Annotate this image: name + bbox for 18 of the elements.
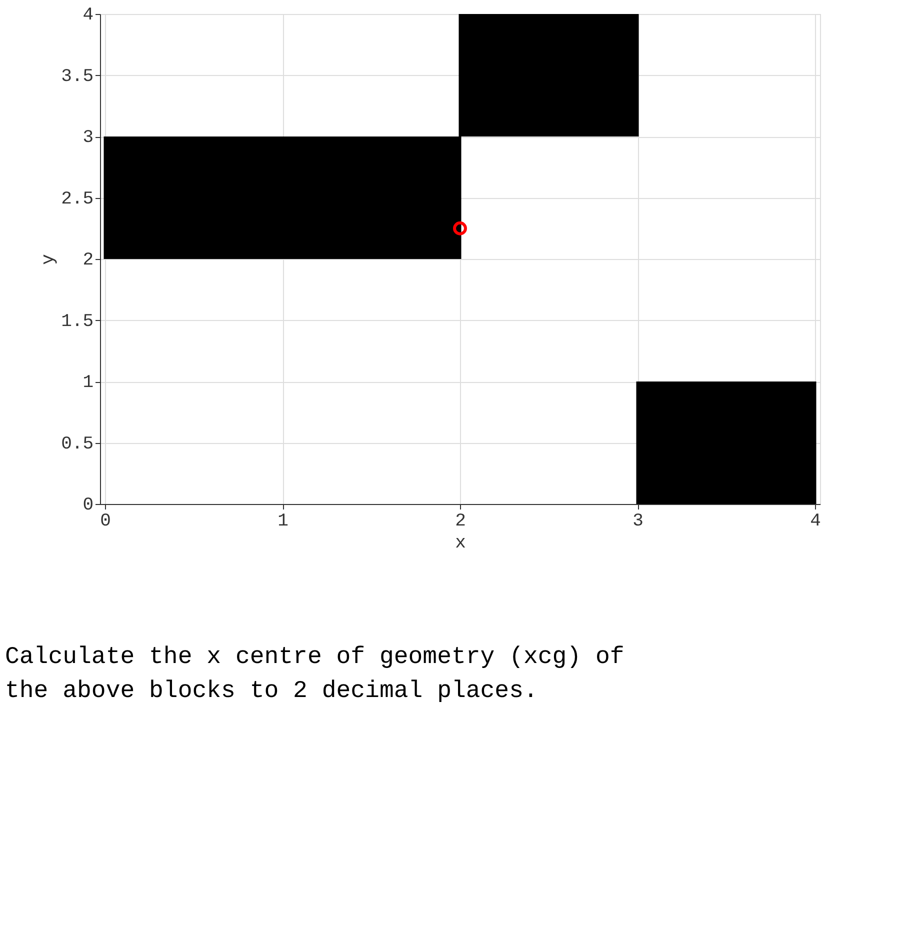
y-tick-label: 0 (82, 496, 94, 516)
y-tick-label: 2 (82, 250, 94, 270)
text: Calculate the x centre of geometry (xcg) of the above blocks to 2 decimal places. (5, 644, 624, 705)
y-tick-label: 3 (82, 128, 94, 148)
y-tick-label: 0.5 (61, 434, 94, 454)
x-tick-label: 2 (455, 512, 466, 532)
y-axis-title: y (39, 254, 60, 265)
x-tick-label: 3 (632, 512, 644, 532)
y-tick-label: 1 (82, 373, 94, 393)
y-tick-label: 4 (82, 6, 94, 26)
y-tick-label: 2.5 (61, 189, 94, 210)
bar (636, 382, 816, 504)
y-tick-label: 1.5 (61, 312, 94, 332)
x-tick-label: 0 (100, 512, 111, 532)
x-axis-title: x (455, 534, 466, 554)
x-tick-label: 1 (278, 512, 288, 532)
y-tick-label: 3.5 (61, 66, 94, 87)
x-tick-label: 4 (810, 512, 821, 532)
